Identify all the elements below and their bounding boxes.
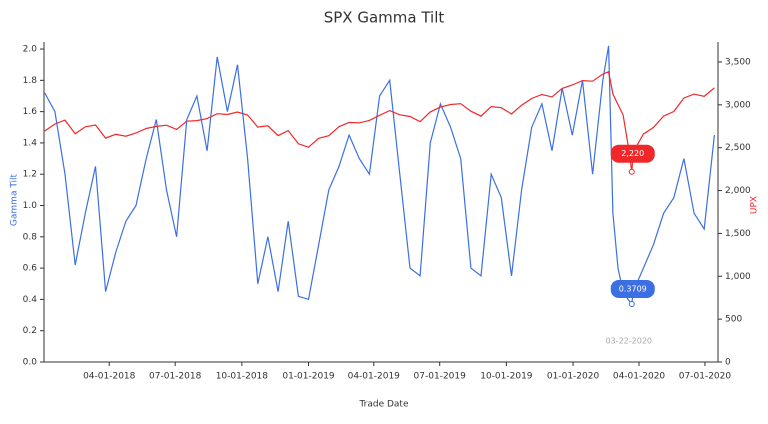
chart-title: SPX Gamma Tilt: [324, 9, 445, 27]
y-tick-label: 0.4: [23, 295, 38, 305]
y-tick-label: 1.6: [23, 107, 38, 117]
x-axis-label: Trade Date: [358, 400, 408, 410]
y-tick-label: 1.8: [23, 76, 38, 86]
x-tick-label: 07-01-2020: [679, 372, 732, 382]
hover-badge: [610, 144, 655, 163]
y-tick-label: 0.0: [23, 358, 38, 368]
x-tick-label: 01-01-2020: [547, 372, 600, 382]
x-tick-label: 01-01-2019: [282, 372, 335, 382]
y2-tick-label: 1,000: [725, 272, 751, 282]
x-tick-label: 04-01-2020: [613, 372, 666, 382]
series-line: [44, 70, 715, 172]
hover-point: [628, 168, 635, 175]
y-tick-label: 1.2: [23, 170, 37, 180]
y-tick-label: 0.8: [23, 232, 38, 242]
x-tick-label: 04-01-2018: [83, 372, 136, 382]
series-line: [44, 45, 715, 306]
y2-axis-label: UPX: [750, 196, 760, 214]
hover-badge: [610, 279, 655, 298]
y-tick-label: 1.0: [23, 201, 38, 211]
y-tick-label: 1.4: [23, 138, 38, 148]
y2-tick-label: 2,000: [725, 186, 751, 196]
x-tick-label: 04-01-2019: [348, 372, 401, 382]
hover-date: 03-22-2020: [606, 337, 653, 346]
y2-tick-label: 2,500: [725, 143, 751, 153]
y-tick-label: 0.2: [23, 326, 37, 336]
hover-y-label: 0.3709: [619, 284, 647, 293]
y-axis-label: Gamma Tilt: [10, 173, 20, 226]
x-tick-label: 07-01-2019: [414, 372, 467, 382]
hover-y2-label: 2,220: [621, 149, 644, 158]
x-tick-label: 10-01-2018: [216, 372, 269, 382]
y2-tick-label: 3,000: [725, 100, 751, 110]
hover-point: [628, 300, 635, 307]
y2-tick-label: 500: [725, 315, 742, 325]
x-tick-label: 10-01-2019: [480, 372, 533, 382]
y2-tick-label: 0: [725, 358, 731, 368]
y2-tick-label: 1,500: [725, 229, 751, 239]
y-tick-label: 2.0: [23, 45, 38, 55]
y2-tick-label: 3,500: [725, 57, 751, 67]
y-tick-label: 0.6: [23, 264, 38, 274]
x-tick-label: 07-01-2018: [149, 372, 202, 382]
